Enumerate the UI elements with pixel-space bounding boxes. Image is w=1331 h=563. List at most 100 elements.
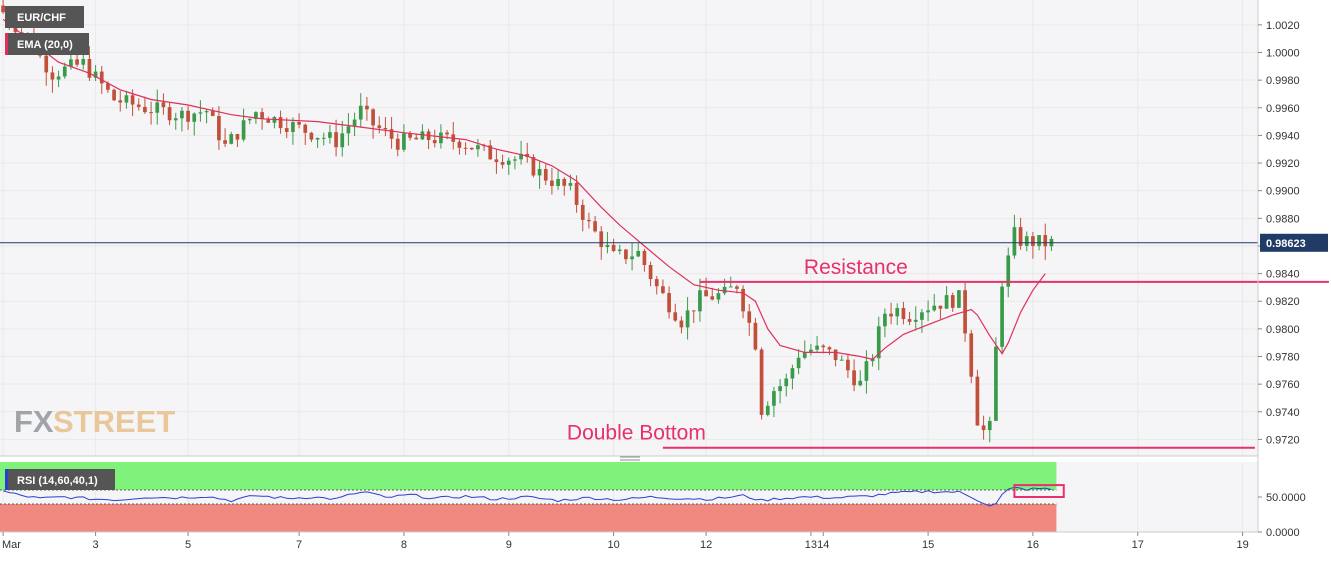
candle-body bbox=[1018, 227, 1023, 246]
candle-body bbox=[19, 32, 24, 34]
candle bbox=[938, 305, 943, 320]
x-tick-label: 12 bbox=[700, 539, 712, 551]
candle-body bbox=[69, 59, 73, 67]
candle-body bbox=[513, 159, 517, 161]
candle-body bbox=[704, 290, 708, 297]
y-tick-label: 0.9980 bbox=[1266, 75, 1300, 87]
candle bbox=[907, 311, 912, 326]
candle-body bbox=[593, 221, 597, 232]
candle bbox=[56, 70, 61, 88]
candle-body bbox=[747, 311, 752, 323]
y-tick-label: 0.9900 bbox=[1266, 186, 1300, 198]
candle bbox=[1024, 231, 1029, 252]
candle bbox=[858, 370, 863, 387]
candle-body bbox=[457, 141, 462, 148]
candle bbox=[636, 243, 641, 258]
candle-body bbox=[809, 349, 813, 353]
y-tick-label: 1.0020 bbox=[1266, 20, 1300, 32]
candle-body bbox=[340, 133, 345, 148]
candle bbox=[346, 113, 351, 146]
candle bbox=[1043, 223, 1048, 260]
candle bbox=[784, 373, 789, 397]
ema-line bbox=[2, 18, 1046, 360]
candle-body bbox=[506, 160, 511, 165]
candle-body bbox=[802, 352, 807, 358]
candle-body bbox=[291, 122, 295, 132]
candle-body bbox=[210, 111, 215, 116]
candle-body bbox=[143, 106, 147, 113]
candle-body bbox=[568, 183, 573, 186]
candle bbox=[198, 100, 203, 122]
candle bbox=[1031, 231, 1035, 259]
ema-label-bg bbox=[5, 33, 89, 55]
candle bbox=[759, 347, 764, 420]
candle-body bbox=[62, 66, 67, 77]
candle-body bbox=[932, 305, 937, 311]
candle bbox=[827, 346, 832, 355]
x-tick-label: 14 bbox=[817, 539, 829, 551]
candle-body bbox=[920, 312, 924, 320]
candle-body bbox=[1031, 236, 1035, 246]
candle bbox=[124, 90, 129, 109]
candle-body bbox=[180, 110, 184, 119]
candle bbox=[136, 98, 141, 111]
candle bbox=[81, 54, 86, 70]
candle bbox=[765, 401, 770, 417]
candle bbox=[402, 124, 406, 152]
candle-body bbox=[741, 288, 745, 312]
candle bbox=[975, 369, 980, 426]
candle-body bbox=[229, 134, 234, 144]
candle bbox=[334, 119, 338, 157]
candle bbox=[118, 90, 123, 112]
candle bbox=[519, 140, 523, 165]
candle-body bbox=[56, 76, 61, 80]
candle bbox=[587, 212, 591, 229]
candle-body bbox=[827, 347, 832, 350]
candle bbox=[278, 110, 283, 134]
candle-body bbox=[636, 250, 641, 257]
candle bbox=[1, 0, 5, 14]
candle-body bbox=[759, 349, 764, 415]
candle-body bbox=[876, 326, 881, 359]
candle-body bbox=[284, 128, 289, 132]
candle-body bbox=[975, 376, 980, 426]
candle bbox=[950, 292, 955, 312]
candle-body bbox=[155, 102, 160, 113]
y-tick-label: 0.9760 bbox=[1266, 379, 1300, 391]
candle-body bbox=[907, 319, 912, 322]
candle bbox=[1018, 217, 1023, 250]
candle-body bbox=[642, 250, 647, 266]
candle-body bbox=[654, 279, 659, 287]
candle bbox=[247, 118, 252, 125]
candle-body bbox=[1037, 235, 1041, 246]
candle-body bbox=[599, 231, 604, 248]
candle bbox=[476, 138, 480, 157]
candle bbox=[87, 46, 92, 82]
panel-resize-handle[interactable] bbox=[620, 456, 640, 461]
candle-body bbox=[44, 55, 49, 73]
candle-body bbox=[630, 256, 634, 260]
candle-body bbox=[1043, 235, 1048, 247]
candle bbox=[204, 109, 209, 124]
candle bbox=[852, 359, 856, 392]
candle-body bbox=[722, 286, 727, 294]
annotation-label: Resistance bbox=[804, 256, 908, 279]
y-tick-label: 0.9940 bbox=[1266, 130, 1300, 142]
candle bbox=[580, 199, 585, 232]
candle bbox=[913, 306, 918, 331]
y-tick-label: 1.0000 bbox=[1266, 48, 1300, 60]
rsi-highlight-box bbox=[1013, 484, 1065, 499]
candle bbox=[876, 316, 881, 371]
x-tick-label: 10 bbox=[607, 539, 619, 551]
candle bbox=[741, 285, 745, 319]
rsi-line bbox=[2, 486, 1052, 507]
candle bbox=[562, 177, 567, 196]
candle-body bbox=[315, 137, 320, 140]
y-tick-label: 0.9800 bbox=[1266, 324, 1300, 336]
candle-body bbox=[130, 95, 135, 105]
candle-body bbox=[938, 305, 943, 309]
x-tick-label: 5 bbox=[185, 539, 191, 551]
current-price-label: 0.98623 bbox=[1266, 238, 1306, 250]
